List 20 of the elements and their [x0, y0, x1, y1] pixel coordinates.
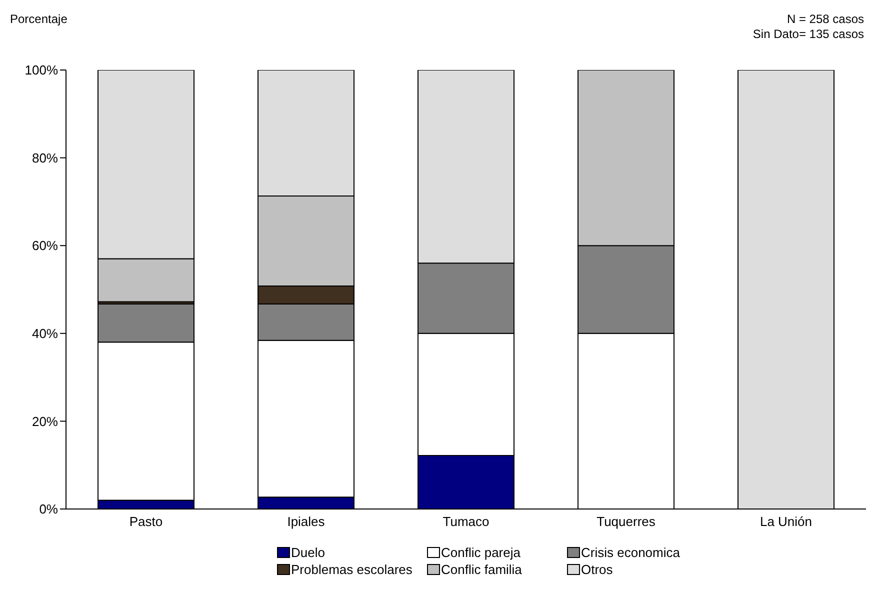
- y-tick-label: 20%: [32, 414, 58, 429]
- legend-label: Otros: [581, 562, 613, 577]
- legend-label: Conflic familia: [441, 562, 522, 577]
- legend-label: Crisis economica: [581, 545, 680, 560]
- y-tick-label: 0%: [39, 502, 58, 517]
- y-tick-label: 60%: [32, 238, 58, 254]
- x-tick-label: Pasto: [129, 514, 163, 530]
- y-axis-title: Porcentaje: [10, 12, 68, 26]
- legend-label: Conflic pareja: [441, 545, 520, 560]
- x-tick-label: Tumaco: [442, 514, 490, 530]
- x-tick-label: La Unión: [760, 514, 812, 530]
- x-tick-label: Tuquerres: [596, 514, 656, 530]
- legend-label: Duelo: [291, 545, 325, 560]
- y-tick-label: 80%: [32, 150, 58, 166]
- y-tick-label: 100%: [24, 62, 58, 78]
- x-tick-label: Ipiales: [287, 514, 326, 530]
- legend-label: Problemas escolares: [291, 562, 412, 577]
- text: Sin Dato= 135 casos: [752, 27, 864, 42]
- text: N = 258 casos: [786, 12, 864, 27]
- y-tick-label: 40%: [32, 326, 58, 342]
